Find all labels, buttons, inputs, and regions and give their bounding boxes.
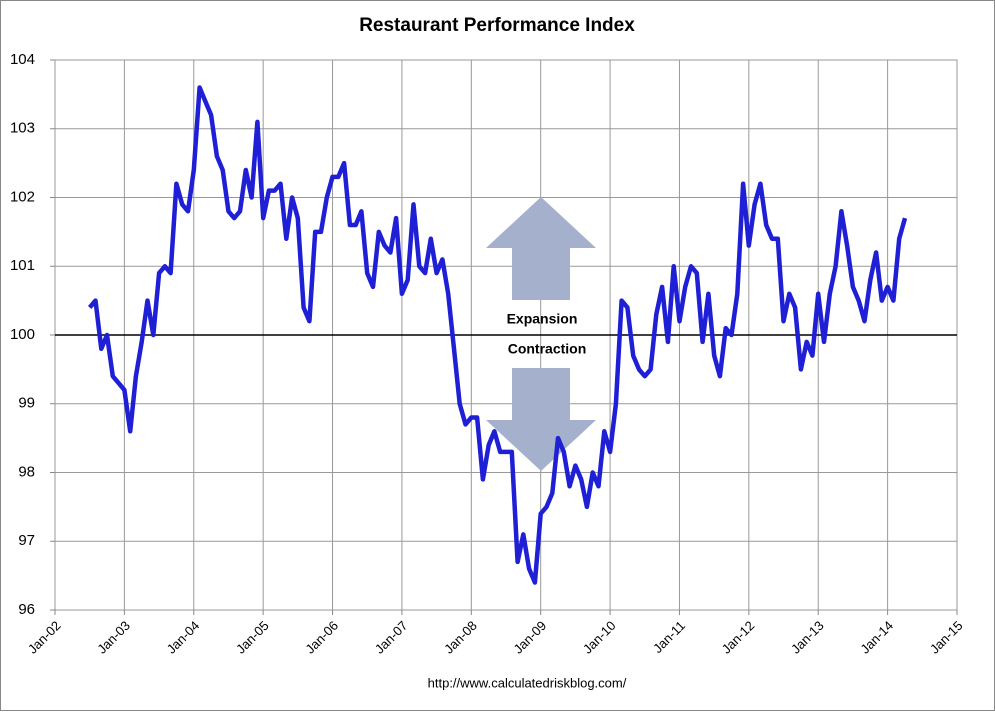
source: http://www.calculatedriskblog.com/	[428, 675, 627, 690]
y-tick-label: 104	[10, 51, 35, 68]
y-tick-label: 103	[10, 120, 35, 137]
data-line	[87, 85, 908, 585]
y-tick-label: 101	[10, 257, 35, 274]
y-tick-label: 98	[18, 463, 35, 480]
chart-title: Restaurant Performance Index	[359, 15, 635, 36]
annotation: Contraction	[508, 341, 587, 357]
expansion-arrow	[486, 197, 596, 300]
y-tick-label: 96	[18, 601, 35, 618]
y-tick-label: 99	[18, 395, 35, 412]
y-tick-label: 100	[10, 326, 35, 343]
annotation: Expansion	[507, 311, 578, 327]
contraction-arrow	[486, 368, 596, 471]
y-tick-label: 97	[18, 532, 35, 549]
y-tick-label: 102	[10, 188, 35, 205]
